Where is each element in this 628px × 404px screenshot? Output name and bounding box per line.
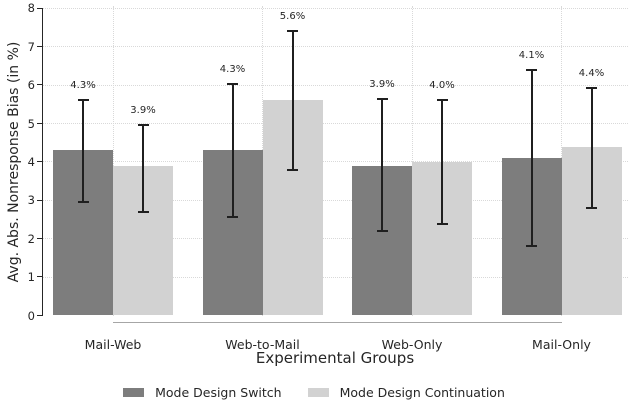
legend: Mode Design Switch Mode Design Continuati… — [0, 385, 628, 400]
error-bar-cap-top — [436, 99, 448, 102]
group-label-mail-only: Mail-Only — [532, 337, 591, 352]
y-tick-label: 0 — [27, 308, 35, 323]
error-bar-cap-top — [376, 97, 388, 100]
y-tick-label: 3 — [27, 193, 35, 208]
y-tick-label: 1 — [27, 270, 35, 285]
bar-value-label: 4.3% — [219, 63, 246, 75]
bar-value-label: 3.9% — [369, 78, 395, 90]
legend-label: Mode Design Continuation — [339, 385, 505, 400]
error-bar-line — [231, 83, 234, 217]
h-gridline — [43, 238, 628, 240]
bar-value-label: 4.1% — [518, 50, 545, 62]
h-gridline — [43, 7, 628, 9]
legend-item-mode-design-continuation: Mode Design Continuation — [307, 385, 505, 400]
error-bar-cap-top — [227, 82, 238, 85]
error-bar-cap-bottom — [287, 168, 298, 171]
y-tick — [36, 276, 43, 278]
error-bar-cap-top — [287, 30, 298, 33]
error-bar-cap-bottom — [77, 200, 89, 203]
y-tick — [36, 314, 43, 316]
y-tick — [36, 84, 43, 86]
legend-label: Mode Design Switch — [155, 385, 282, 400]
error-bar-line — [441, 100, 443, 224]
y-tick-label: 4 — [27, 154, 35, 169]
error-bar-cap-top — [526, 69, 537, 72]
y-tick-label: 2 — [27, 231, 35, 246]
h-gridline — [43, 161, 628, 163]
error-bar-cap-top — [137, 124, 149, 127]
error-bar-cap-top — [77, 99, 89, 102]
y-tick — [36, 161, 43, 163]
h-gridline — [43, 84, 628, 86]
y-tick — [36, 237, 43, 239]
h-gridline — [43, 199, 628, 201]
error-bar-cap-bottom — [376, 229, 388, 232]
y-tick — [36, 45, 43, 47]
legend-item-mode-design-switch: Mode Design Switch — [123, 385, 282, 400]
error-bar-line — [590, 88, 593, 208]
error-bar-cap-bottom — [137, 210, 149, 213]
y-tick-label: 5 — [27, 116, 35, 131]
error-bar-line — [291, 31, 294, 170]
y-tick — [36, 199, 43, 201]
y-tick — [36, 122, 43, 124]
h-gridline — [43, 276, 628, 278]
group-label-web-only: Web-Only — [381, 337, 443, 352]
error-bar-cap-bottom — [436, 222, 448, 225]
y-tick-label: 7 — [27, 39, 35, 54]
bar-value-label: 4.3% — [70, 80, 96, 92]
h-gridline — [43, 46, 628, 48]
y-tick — [36, 7, 43, 9]
error-bar-cap-bottom — [227, 215, 238, 218]
y-tick-label: 8 — [27, 1, 35, 16]
error-bar-line — [142, 125, 144, 212]
error-bar-cap-top — [586, 87, 597, 90]
group-label-mail-web: Mail-Web — [84, 337, 142, 352]
bar-value-label: 4.4% — [578, 68, 605, 80]
v-gridline — [411, 6, 413, 316]
error-bar-line — [82, 100, 84, 202]
legend-swatch — [307, 388, 329, 397]
legend-swatch — [123, 388, 145, 397]
x-axis-title: Experimental Groups — [255, 349, 415, 367]
bar-value-label: 3.9% — [130, 105, 156, 117]
bar-value-label: 4.0% — [429, 80, 455, 92]
y-tick-label: 6 — [27, 78, 35, 93]
category-baseline — [113, 322, 562, 323]
bar-value-label: 5.6% — [279, 11, 306, 23]
error-bar-line — [530, 70, 533, 246]
error-bar-cap-bottom — [526, 244, 537, 247]
h-gridline — [43, 123, 628, 124]
group-label-web-to-mail: Web-to-Mail — [225, 337, 300, 352]
v-gridline — [112, 6, 114, 316]
error-bar-line — [381, 98, 383, 231]
error-bar-cap-bottom — [586, 206, 597, 209]
